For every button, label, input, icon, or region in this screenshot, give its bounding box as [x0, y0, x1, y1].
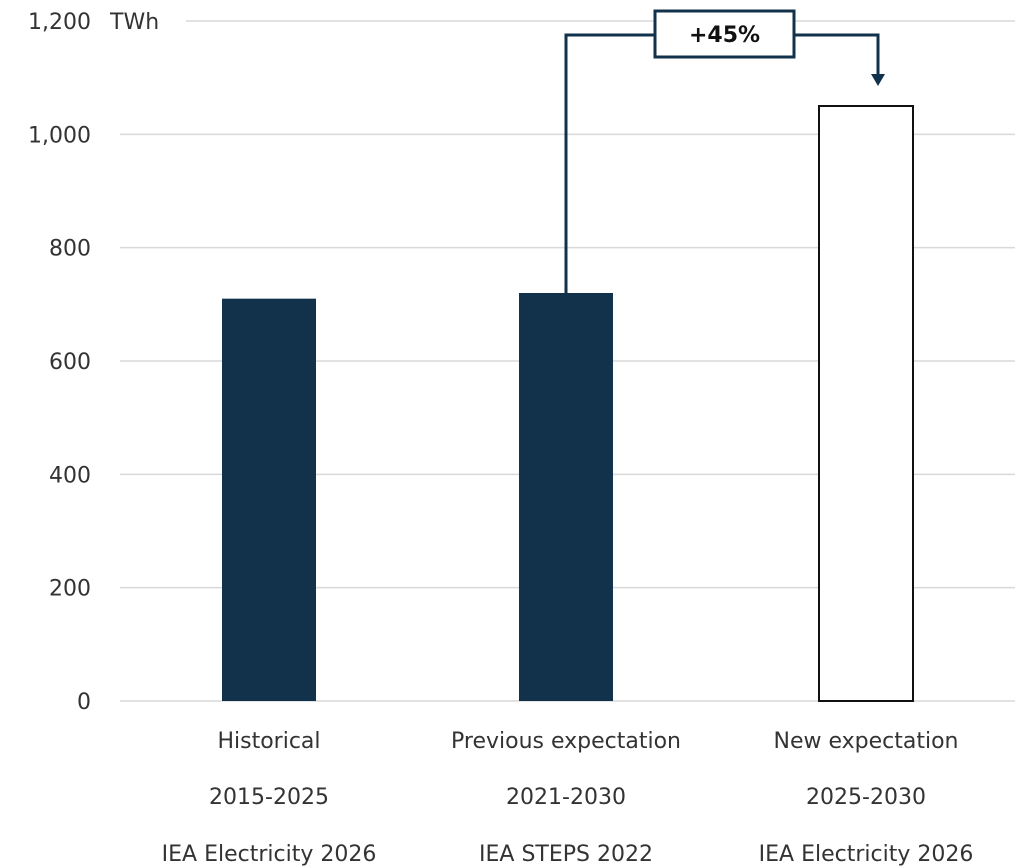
y-tick-label: 600 — [49, 350, 91, 375]
y-tick-label: 400 — [49, 463, 91, 488]
category-period: 2021-2030 — [506, 785, 626, 810]
y-axis-ticks: 0 200 400 600 800 1,000 1,200 — [28, 10, 91, 715]
annotation-box — [653, 9, 796, 59]
y-tick-label: 800 — [49, 237, 91, 262]
y-tick-label: 1,200 — [28, 10, 91, 35]
category-period: 2015-2025 — [209, 785, 329, 810]
change-annotation: +45% — [564, 9, 885, 293]
bar — [519, 293, 613, 701]
annotation-connector-left — [564, 33, 655, 293]
annotation-label: +45% — [689, 23, 760, 48]
annotation-arrow-head — [871, 74, 885, 86]
bar — [222, 298, 316, 701]
annotation-connector-right — [794, 33, 880, 76]
y-tick-label: 1,000 — [28, 123, 91, 148]
category-label: New expectation — [774, 729, 959, 754]
category-period: 2025-2030 — [806, 785, 926, 810]
category-label: Previous expectation — [451, 729, 681, 754]
y-tick-label: 200 — [49, 577, 91, 602]
y-axis-unit-label: TWh — [109, 10, 159, 35]
category-source: IEA Electricity 2026 — [162, 842, 377, 867]
category-source: IEA STEPS 2022 — [479, 842, 653, 867]
category-source: IEA Electricity 2026 — [759, 842, 974, 867]
bars — [222, 105, 914, 702]
category-label: Historical — [217, 729, 320, 754]
x-axis-labels: Historical 2015-2025 IEA Electricity 2026 P… — [162, 729, 974, 867]
y-tick-label: 0 — [77, 690, 91, 715]
bar — [818, 105, 914, 702]
